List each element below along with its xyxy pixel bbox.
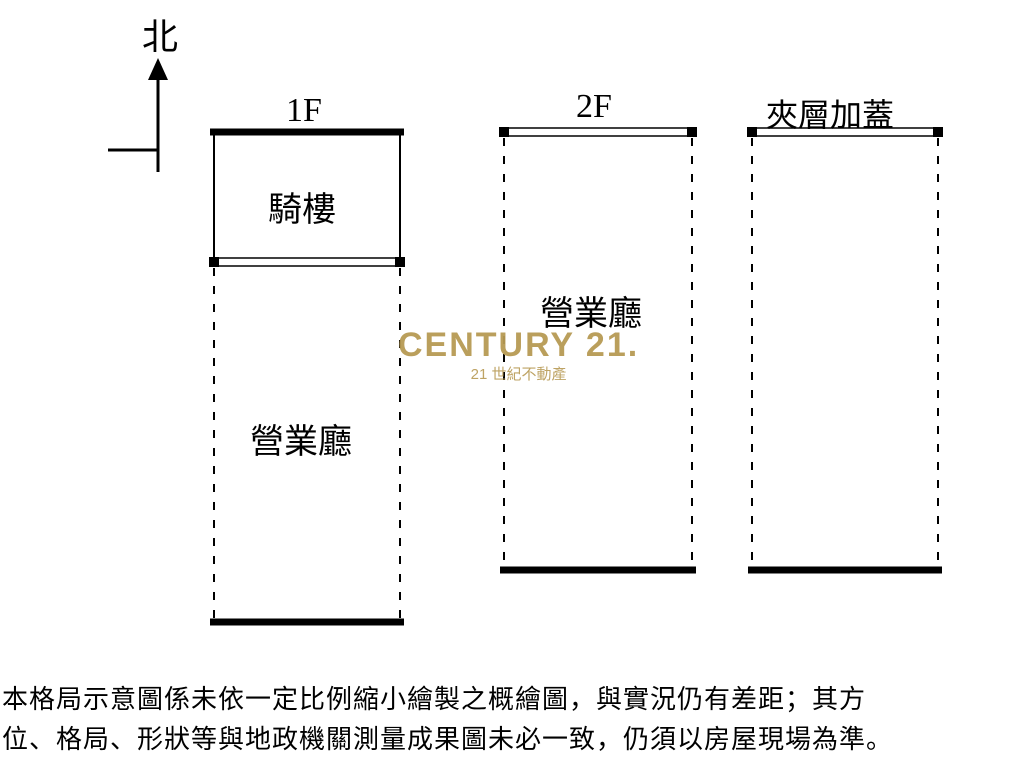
disclaimer-text: 本格局示意圖係未依一定比例縮小繪製之概繪圖，與實況仍有差距；其方 位、格局、形狀…: [2, 680, 1022, 761]
floor-mezz-label: 夾層加蓋: [766, 90, 894, 136]
room-1f-lower: 營業廳: [250, 414, 352, 463]
floor-2f-label: 2F: [576, 88, 612, 126]
disclaimer-line1: 本格局示意圖係未依一定比例縮小繪製之概繪圖，與實況仍有差距；其方: [2, 680, 1022, 720]
floor-1f-label: 1F: [286, 92, 322, 130]
room-1f-upper: 騎樓: [268, 182, 336, 231]
disclaimer-line2: 位、格局、形狀等與地政機關測量成果圖未必一致，仍須以房屋現場為準。: [2, 720, 1022, 760]
room-2f: 營業廳: [540, 286, 642, 335]
compass-label: 北: [142, 8, 178, 60]
floorplan-diagram: 北 1F 2F 夾層加蓋 騎樓 營業廳 營業廳 CENTURY 21. 21 世…: [0, 0, 1024, 762]
